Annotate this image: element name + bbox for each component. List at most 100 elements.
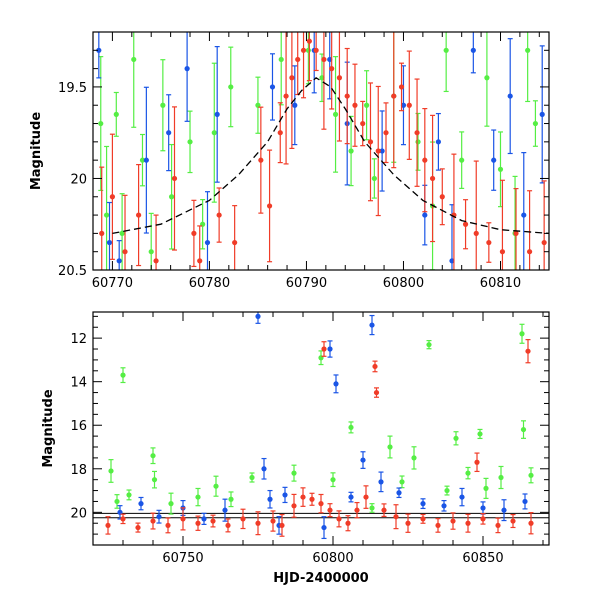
data-point	[197, 258, 203, 264]
data-point	[507, 93, 513, 99]
data-point	[348, 494, 354, 500]
data-point	[105, 522, 111, 529]
data-point	[283, 93, 289, 99]
x-tick-label: 60800	[312, 551, 353, 566]
data-point	[305, 47, 311, 53]
data-point	[232, 239, 238, 246]
data-point	[191, 230, 197, 236]
data-point	[465, 470, 471, 476]
data-point	[195, 520, 201, 526]
data-point	[119, 230, 125, 236]
data-point	[160, 102, 166, 108]
data-point	[473, 230, 479, 236]
data-point	[319, 75, 325, 81]
data-point	[211, 130, 217, 136]
plot-frame	[92, 31, 550, 271]
series-1	[117, 312, 528, 540]
data-point	[459, 157, 465, 163]
data-point	[309, 496, 315, 502]
data-point	[414, 130, 420, 136]
data-point	[282, 492, 288, 498]
data-point	[214, 111, 220, 117]
data-point	[113, 111, 119, 117]
data-point	[465, 520, 471, 526]
model-curve	[112, 76, 549, 235]
data-point	[450, 518, 456, 524]
data-point	[126, 492, 132, 498]
data-point	[528, 520, 534, 526]
y-tick-label: 19.5	[58, 81, 87, 96]
data-point	[360, 457, 366, 463]
data-point	[486, 239, 492, 246]
data-point	[116, 258, 122, 264]
data-point	[120, 372, 126, 378]
data-point	[541, 239, 547, 246]
data-point	[532, 120, 539, 127]
data-point	[354, 507, 360, 513]
x-tick-label: 60750	[162, 551, 203, 566]
data-point	[165, 522, 171, 529]
data-point	[381, 507, 387, 513]
data-point	[406, 102, 412, 108]
data-point	[371, 175, 377, 182]
data-point	[332, 111, 339, 117]
series-0	[98, 32, 539, 270]
data-point	[156, 514, 162, 520]
data-point	[510, 518, 516, 524]
data-point	[138, 501, 144, 507]
data-point	[153, 258, 159, 264]
series-0	[108, 323, 534, 515]
data-point	[228, 84, 234, 90]
data-point	[367, 139, 374, 145]
data-point	[327, 56, 333, 63]
data-point	[520, 426, 527, 433]
data-point	[360, 120, 366, 127]
y-tick-label: 14	[70, 376, 87, 391]
data-point	[480, 505, 486, 511]
data-point	[519, 331, 525, 337]
data-point	[300, 494, 306, 500]
data-point	[204, 239, 211, 246]
data-point	[166, 130, 172, 136]
data-point	[336, 75, 343, 81]
data-point	[369, 505, 375, 511]
data-point	[292, 102, 298, 108]
data-point	[336, 516, 342, 522]
data-point	[383, 130, 389, 136]
data-point	[99, 230, 105, 236]
data-point	[279, 522, 285, 529]
data-point	[131, 56, 137, 63]
data-point	[387, 444, 393, 450]
x-tick-label: 60790	[286, 276, 327, 291]
data-point	[168, 501, 174, 507]
data-point	[255, 520, 261, 526]
data-point	[327, 507, 333, 513]
data-point	[266, 203, 273, 209]
x-tick-label: 60780	[189, 276, 230, 291]
series-2	[99, 32, 547, 270]
bottom-panel: 60750 60800 60850 12 14 16 18 20 Magnitude HJD-24…	[41, 311, 550, 586]
data-point	[255, 313, 261, 319]
data-point	[278, 56, 284, 63]
y-tick-label: 18	[70, 463, 87, 478]
data-point	[150, 518, 156, 524]
data-point	[277, 130, 283, 136]
data-point	[393, 514, 399, 520]
data-point	[375, 148, 381, 154]
data-point	[109, 194, 116, 200]
x-tick-label: 60810	[480, 276, 521, 291]
data-point	[378, 479, 384, 485]
data-point	[477, 431, 483, 437]
data-point	[255, 102, 261, 108]
data-point	[295, 56, 301, 63]
data-point	[411, 455, 417, 461]
data-point	[348, 424, 354, 431]
x-tick-label: 60850	[462, 551, 503, 566]
data-point	[420, 501, 426, 507]
data-point	[426, 342, 432, 348]
data-point	[151, 477, 158, 483]
data-point	[399, 479, 405, 485]
data-point	[391, 93, 397, 99]
data-point	[240, 516, 246, 522]
